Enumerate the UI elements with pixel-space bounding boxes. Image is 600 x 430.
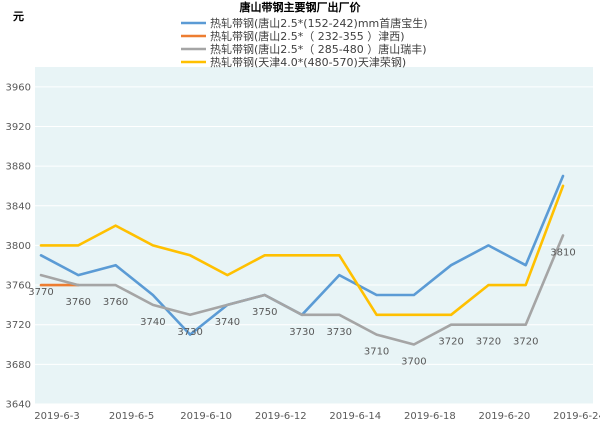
x-tick-label: 2019-6-14	[329, 411, 381, 422]
data-label: 3760	[103, 297, 128, 308]
data-label: 3810	[550, 248, 575, 259]
x-axis-ticks: 2019-6-3 2019-6-5 2019-6-10 2019-6-12 2019-6…	[34, 411, 600, 422]
data-label: 3730	[177, 327, 202, 338]
legend-label: 热轧带钢(唐山2.5*(152-242)mm首唐宝生)	[210, 16, 428, 30]
x-tick-label: 2019-6-20	[479, 411, 531, 422]
y-tick-label: 3880	[6, 162, 31, 173]
y-axis-unit: 元	[13, 10, 24, 23]
data-label: 3730	[327, 327, 352, 338]
y-tick-label: 3960	[6, 82, 31, 93]
x-tick-label: 2019-6-24	[553, 411, 600, 422]
series-line-4	[39, 184, 565, 317]
data-label: 3710	[364, 347, 389, 358]
data-label: 3740	[215, 317, 240, 328]
y-tick-label: 3920	[6, 122, 31, 133]
y-tick-label: 3760	[6, 281, 31, 292]
data-label: 3730	[289, 327, 314, 338]
data-labels: 3770 3760 3760 3740 3730 3740 3750 3730 3730 3710…	[28, 248, 575, 368]
data-label: 3760	[66, 297, 91, 308]
y-tick-label: 3800	[6, 241, 31, 252]
data-label: 3720	[438, 337, 463, 348]
y-tick-label: 3640	[6, 400, 31, 411]
series-lines	[39, 174, 565, 346]
plot-area	[35, 67, 593, 404]
data-label: 3740	[140, 317, 165, 328]
x-tick-label: 2019-6-10	[180, 411, 232, 422]
data-label: 3720	[476, 337, 501, 348]
y-axis-ticks: 3640 3680 3720 3760 3800 3840 3880 3920 3960	[6, 82, 31, 410]
legend-label: 热轧带钢(唐山2.5*（ 285-480 ）唐山瑞丰)	[210, 42, 427, 56]
x-tick-label: 2019-6-18	[404, 411, 456, 422]
y-tick-label: 3720	[6, 320, 31, 331]
data-label: 3770	[28, 287, 53, 298]
series-line-3	[39, 234, 565, 346]
data-label: 3700	[401, 357, 426, 368]
x-tick-label: 2019-6-5	[109, 411, 154, 422]
legend-label: 热轧带钢(天津4.0*(480-570)天津荣钢)	[210, 55, 406, 69]
x-tick-label: 2019-6-3	[34, 411, 79, 422]
data-label: 3750	[252, 307, 277, 318]
legend-label: 热轧带钢(唐山2.5*（ 232-355 ）津西)	[210, 29, 405, 43]
chart-title: 唐山带钢主要钢厂出厂价	[240, 0, 362, 14]
y-tick-label: 3840	[6, 201, 31, 212]
y-tick-label: 3680	[6, 360, 31, 371]
gridlines	[35, 86, 593, 405]
data-label: 3720	[513, 337, 538, 348]
x-tick-label: 2019-6-12	[255, 411, 307, 422]
legend: 热轧带钢(唐山2.5*(152-242)mm首唐宝生)热轧带钢(唐山2.5*（ …	[181, 16, 428, 69]
